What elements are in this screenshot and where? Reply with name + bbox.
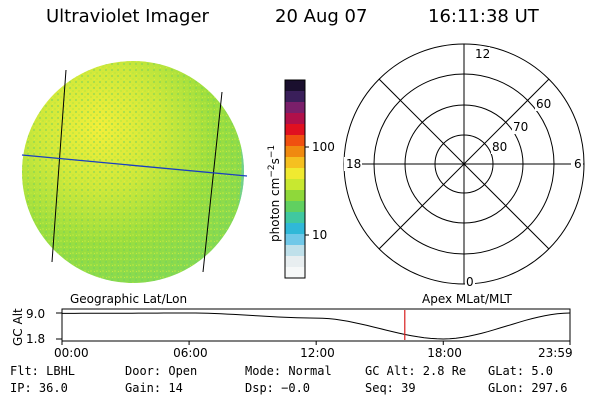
gain-label: Gain: 14	[125, 381, 183, 395]
x-tick-label: 18:00	[427, 346, 462, 360]
equator-line	[21, 154, 248, 177]
door-label: Door: Open	[125, 364, 198, 378]
colorbar: 100 10 photon cm−2s−1	[267, 79, 335, 279]
colorbar-tick-10: 10	[312, 228, 327, 242]
x-tick-label: 06:00	[173, 346, 208, 360]
colorbar-tick-100: 100	[312, 140, 335, 154]
seq-label: Seq: 39	[365, 381, 416, 395]
polar-labels: 12 18 6 0 60 70 80	[344, 47, 583, 289]
filter-label: Flt: LBHL	[10, 364, 76, 378]
y-tick-top: 9.0	[26, 307, 45, 321]
uv-earth-image	[21, 61, 248, 283]
mlat-label-70: 70	[513, 120, 528, 134]
orbit-track-panel: Geographic Lat/Lon Apex MLat/MLT 9.0 1.8…	[11, 292, 573, 360]
colorbar-cell	[285, 135, 305, 147]
time-label: 16:11:38 UT	[428, 6, 539, 27]
mlat-label-60: 60	[536, 97, 551, 111]
colorbar-cell	[285, 113, 305, 125]
colorbar-cell	[285, 201, 305, 213]
colorbar-cell	[285, 91, 305, 103]
geographic-label: Geographic Lat/Lon	[70, 292, 187, 306]
mlt-label-18: 18	[346, 157, 361, 171]
gc-alt-label: GC Alt: 2.8 Re	[365, 364, 467, 378]
colorbar-cell	[285, 124, 305, 136]
x-tick-label: 12:00	[300, 346, 335, 360]
mlt-label-12: 12	[475, 47, 490, 61]
colorbar-cell	[285, 157, 305, 169]
glat-label: GLat: 5.0	[488, 364, 554, 378]
longitude-line	[51, 69, 67, 263]
x-tick-label: 23:59	[538, 346, 573, 360]
colorbar-cell	[285, 256, 305, 268]
x-tick-label: 00:00	[54, 346, 89, 360]
apex-label: Apex MLat/MLT	[422, 292, 512, 306]
colorbar-cell	[285, 179, 305, 191]
colorbar-cell	[285, 146, 305, 158]
mlt-label-0: 0	[466, 275, 474, 289]
y-axis-title: GC Alt	[11, 308, 25, 346]
colorbar-cell	[285, 102, 305, 114]
dsp-label: Dsp: −0.0	[245, 381, 311, 395]
glon-label: GLon: 297.6	[488, 381, 568, 395]
colorbar-cell	[285, 80, 305, 92]
colorbar-cell	[285, 245, 305, 257]
polar-grid	[343, 43, 585, 285]
mode-label: Mode: Normal	[245, 364, 332, 378]
colorbar-cell	[285, 234, 305, 246]
altitude-series-line	[62, 312, 571, 340]
colorbar-unit-label: photon cm−2s−1	[267, 145, 282, 242]
instrument-title: Ultraviolet Imager	[46, 6, 209, 27]
colorbar-cell	[285, 223, 305, 235]
date-label: 20 Aug 07	[275, 6, 368, 27]
longitude-line	[202, 91, 223, 273]
ip-label: IP: 36.0	[10, 381, 68, 395]
y-tick-bottom: 1.8	[26, 332, 45, 346]
colorbar-cell	[285, 267, 305, 279]
colorbar-cell	[285, 212, 305, 224]
colorbar-cell	[285, 168, 305, 180]
mlt-label-6: 6	[574, 157, 582, 171]
mlat-label-80: 80	[492, 140, 507, 154]
colorbar-cell	[285, 190, 305, 202]
